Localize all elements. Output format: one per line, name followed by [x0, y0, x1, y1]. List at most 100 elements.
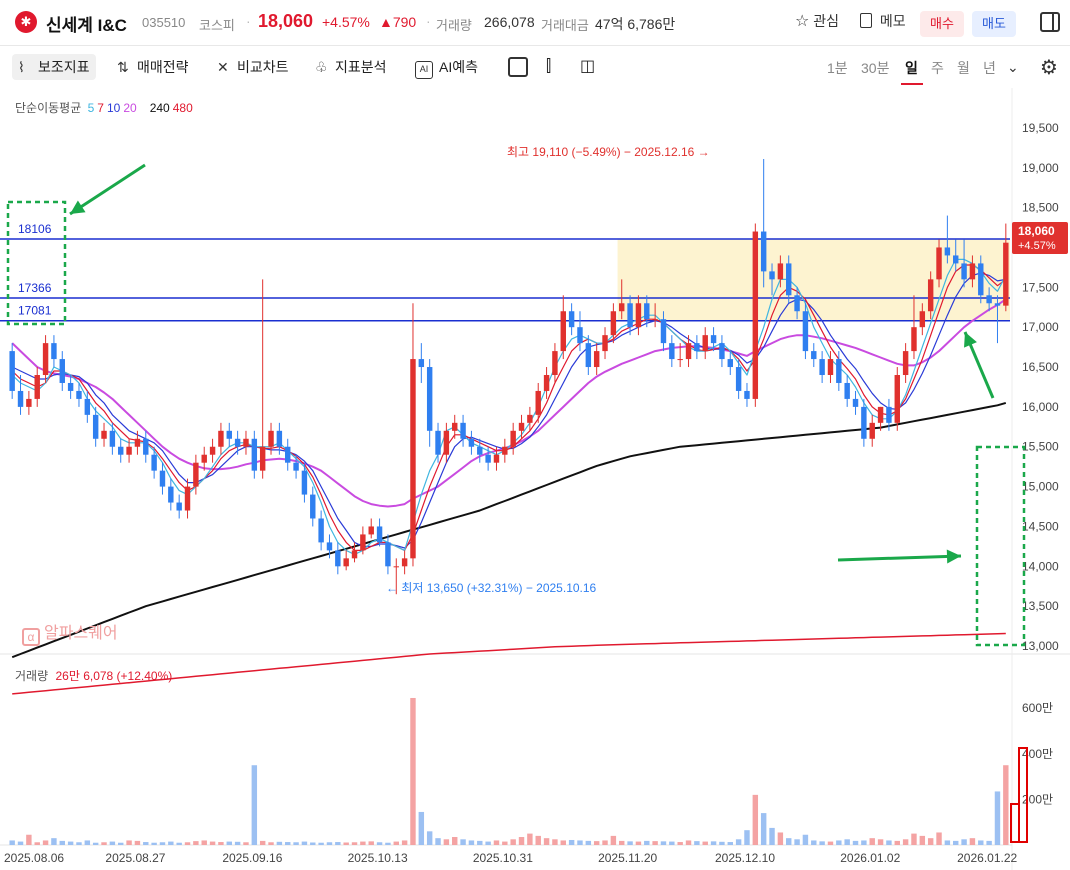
indicators-button[interactable]: ⌇ 보조지표	[12, 54, 96, 80]
volume-bar[interactable]	[852, 840, 859, 845]
volume-bar[interactable]	[426, 831, 433, 845]
volume-bar[interactable]	[126, 840, 132, 845]
candle[interactable]	[468, 438, 475, 447]
volume-bar[interactable]	[894, 840, 900, 845]
ma-legend-item-10[interactable]: 10	[106, 101, 121, 115]
volume-bar[interactable]	[17, 841, 24, 845]
volume-bar[interactable]	[460, 839, 466, 845]
volume-bar[interactable]	[259, 840, 266, 845]
candle[interactable]	[652, 319, 658, 321]
volume-bar[interactable]	[285, 842, 291, 845]
candle[interactable]	[702, 335, 708, 352]
period-week[interactable]: 주	[931, 60, 944, 76]
volume-bar[interactable]	[669, 841, 675, 845]
candle[interactable]	[710, 335, 717, 344]
volume-bar[interactable]	[978, 840, 984, 845]
volume-bar[interactable]	[468, 840, 475, 845]
volume-bar[interactable]	[527, 833, 533, 845]
candle[interactable]	[443, 430, 450, 455]
volume-bar[interactable]	[502, 841, 508, 845]
volume-bar[interactable]	[159, 842, 166, 845]
volume-bar[interactable]	[811, 840, 817, 845]
candle[interactable]	[961, 263, 967, 280]
volume-bar[interactable]	[794, 839, 800, 845]
volume-bar[interactable]	[869, 838, 875, 845]
candle[interactable]	[894, 375, 900, 423]
volume-bar[interactable]	[585, 840, 592, 845]
volume-bar[interactable]	[168, 841, 174, 845]
candle[interactable]	[168, 486, 174, 503]
settings-icon[interactable]: ⚙	[1040, 57, 1058, 79]
volume-bar[interactable]	[552, 839, 558, 845]
candle[interactable]	[877, 406, 884, 423]
candle[interactable]	[368, 526, 374, 535]
candle[interactable]	[911, 327, 917, 352]
candle[interactable]	[151, 454, 157, 471]
candle[interactable]	[435, 430, 441, 455]
volume-bar[interactable]	[34, 842, 40, 845]
candle[interactable]	[543, 375, 550, 391]
volume-bar[interactable]	[727, 842, 733, 845]
volume-bar[interactable]	[393, 841, 399, 845]
volume-bar[interactable]	[201, 840, 207, 845]
candle[interactable]	[209, 446, 216, 455]
candle[interactable]	[134, 438, 141, 447]
volume-bar[interactable]	[418, 811, 425, 845]
volume-bar[interactable]	[911, 833, 917, 845]
period-1min[interactable]: 1분	[827, 60, 848, 76]
volume-bar[interactable]	[59, 840, 65, 845]
candle[interactable]	[42, 343, 49, 376]
volume-bar[interactable]	[209, 841, 216, 845]
candle[interactable]	[902, 351, 909, 376]
candle[interactable]	[201, 454, 207, 463]
candle[interactable]	[351, 550, 358, 559]
candle[interactable]	[786, 263, 792, 296]
candle[interactable]	[34, 375, 40, 399]
volume-bar[interactable]	[994, 791, 1001, 845]
volume-bar[interactable]	[293, 842, 299, 845]
candle[interactable]	[518, 422, 525, 431]
candle[interactable]	[986, 295, 992, 304]
volume-bar[interactable]	[385, 842, 391, 845]
memo-button[interactable]: 메모	[860, 11, 906, 31]
volume-bar[interactable]	[702, 841, 708, 845]
candle[interactable]	[159, 470, 166, 487]
volume-bar[interactable]	[410, 697, 416, 845]
candle[interactable]	[385, 542, 391, 567]
candle[interactable]	[193, 462, 199, 487]
candle[interactable]	[452, 422, 458, 431]
candle[interactable]	[635, 303, 642, 328]
candle[interactable]	[677, 359, 683, 361]
candle[interactable]	[143, 438, 149, 455]
volume-bar[interactable]	[844, 839, 850, 845]
volume-bar[interactable]	[376, 842, 383, 845]
candle[interactable]	[251, 438, 258, 471]
candle[interactable]	[109, 430, 116, 447]
volume-bar[interactable]	[143, 842, 149, 845]
volume-bar[interactable]	[719, 841, 725, 845]
volume-bar[interactable]	[752, 794, 759, 845]
candle[interactable]	[861, 406, 867, 439]
candle[interactable]	[994, 303, 1001, 306]
volume-bar[interactable]	[953, 840, 959, 845]
ma-legend-item-20[interactable]: 20	[123, 101, 137, 115]
candle[interactable]	[268, 430, 274, 447]
candle[interactable]	[610, 311, 617, 336]
candle[interactable]	[685, 343, 692, 360]
volume-bar[interactable]	[961, 839, 967, 845]
volume-bar[interactable]	[760, 813, 767, 845]
volume-bar[interactable]	[184, 842, 191, 845]
candle[interactable]	[259, 446, 266, 471]
volume-bar[interactable]	[92, 842, 99, 845]
period-month[interactable]: 월	[957, 60, 970, 76]
candle[interactable]	[802, 311, 809, 352]
candle[interactable]	[226, 430, 232, 439]
candle[interactable]	[51, 343, 57, 360]
volume-bar[interactable]	[877, 839, 884, 845]
candle[interactable]	[919, 311, 926, 328]
volume-bar[interactable]	[518, 837, 525, 845]
candle[interactable]	[627, 303, 633, 328]
volume-bar[interactable]	[268, 842, 274, 845]
candle[interactable]	[927, 279, 934, 312]
candle[interactable]	[418, 359, 425, 368]
